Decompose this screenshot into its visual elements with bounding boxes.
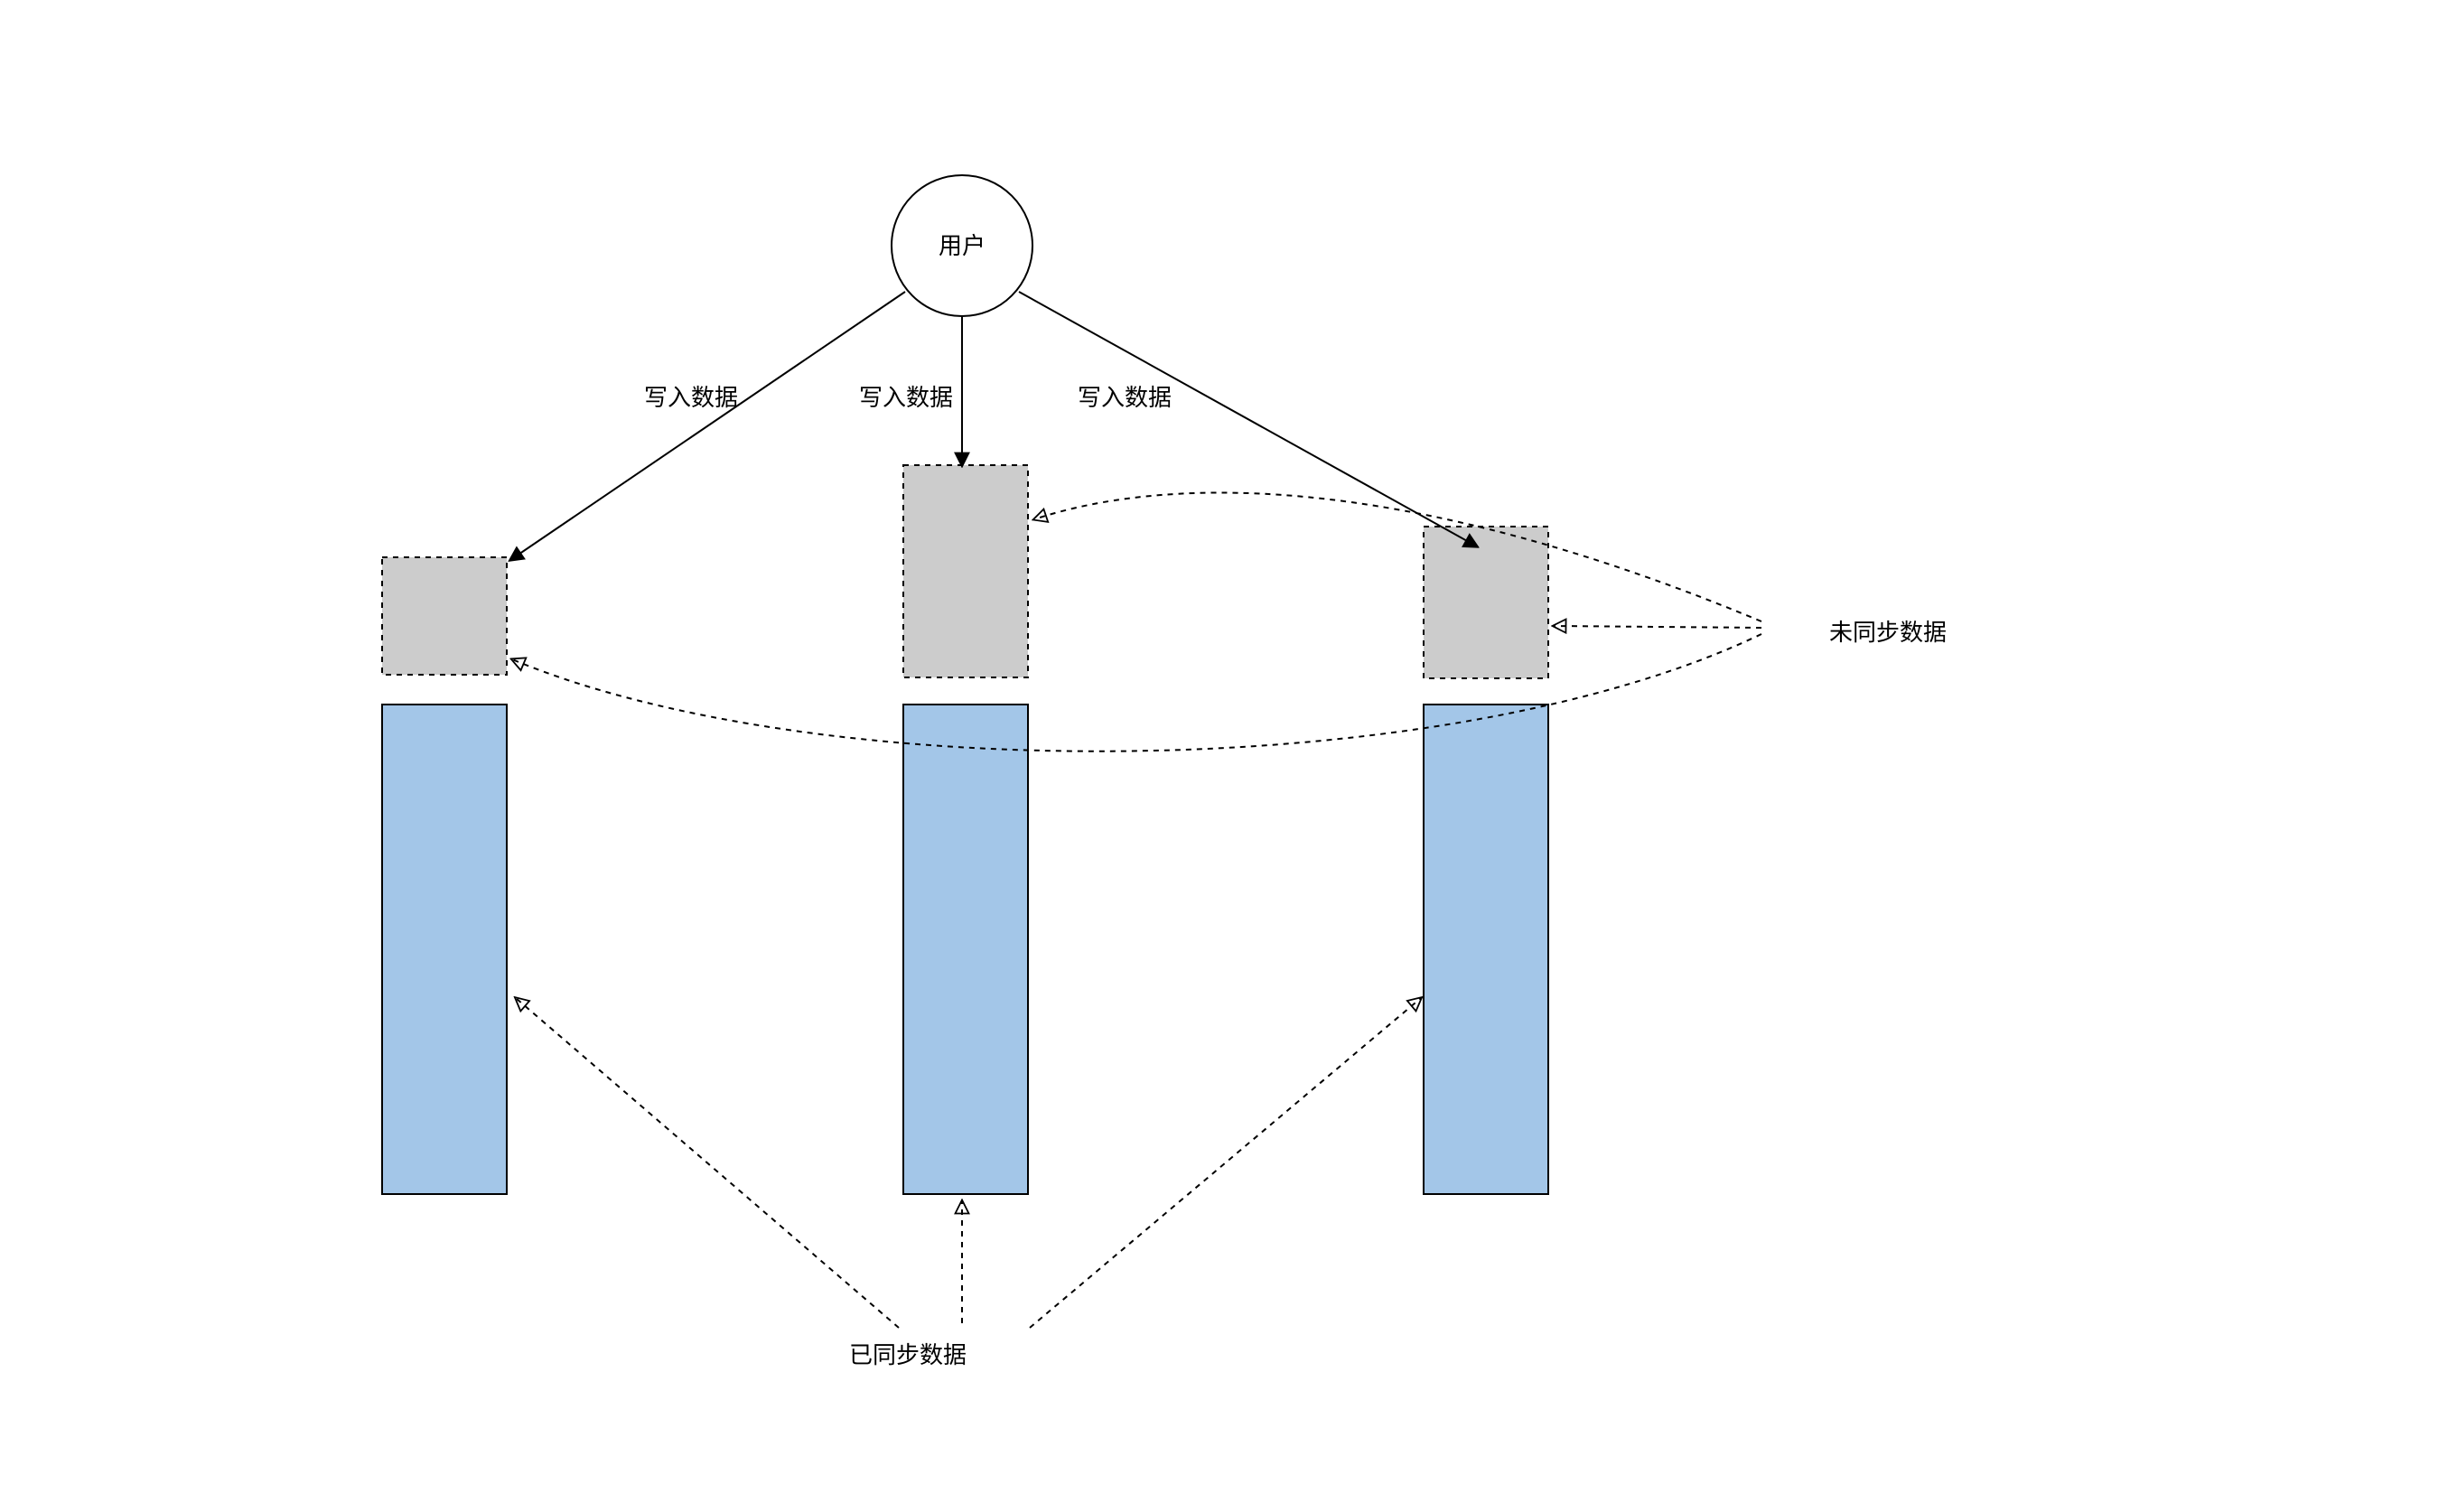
synced-block — [1424, 705, 1548, 1194]
unsynced-callout-edge — [1034, 492, 1761, 621]
synced-callout-label: 已同步数据 — [849, 1341, 967, 1368]
synced-block — [903, 705, 1028, 1194]
unsynced-block — [903, 465, 1028, 677]
write-edge-label: 写入数据 — [644, 384, 738, 411]
unsynced-callout-edge — [1554, 626, 1761, 628]
unsynced-block — [382, 557, 507, 675]
unsynced-block — [1424, 527, 1548, 678]
write-edge — [510, 292, 905, 560]
unsynced-callout-label: 未同步数据 — [1829, 619, 1947, 646]
write-edge-label: 写入数据 — [859, 384, 953, 411]
unsynced-callout-edge — [512, 634, 1761, 751]
synced-block — [382, 705, 507, 1194]
synced-callout-edge — [1030, 998, 1421, 1328]
write-edge — [1019, 292, 1477, 546]
user-label: 用户 — [939, 232, 986, 259]
write-edge-label: 写入数据 — [1078, 384, 1172, 411]
synced-callout-edge — [516, 998, 899, 1328]
